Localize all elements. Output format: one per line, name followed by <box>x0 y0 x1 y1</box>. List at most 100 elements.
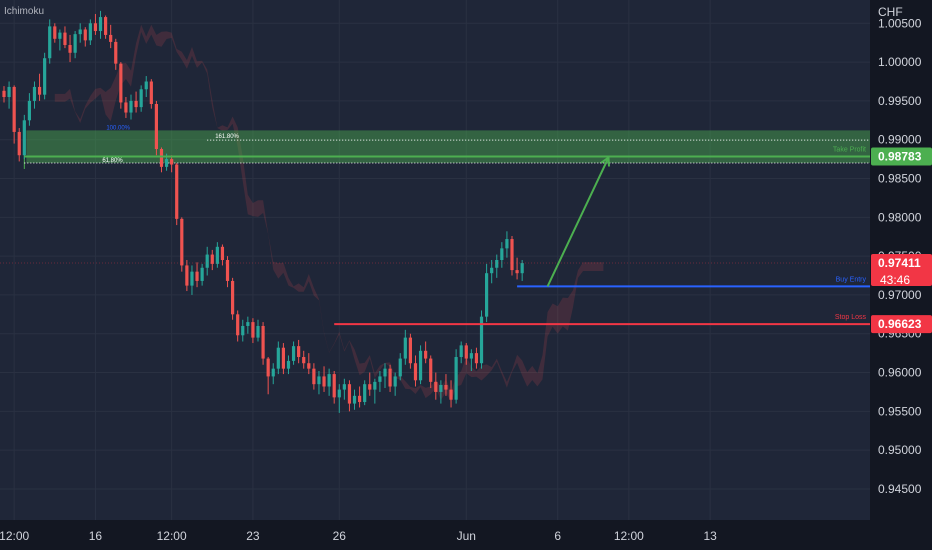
candle-body <box>12 86 16 132</box>
candle-body <box>332 374 336 398</box>
candle-body <box>220 246 225 260</box>
candle-body <box>7 86 11 98</box>
candle-body <box>459 345 463 358</box>
candle-body <box>246 322 250 326</box>
candle-body <box>505 239 509 249</box>
candle-body <box>373 381 377 390</box>
price-tick-label: 0.97000 <box>878 288 922 302</box>
time-tick-label: 12:00 <box>614 529 644 543</box>
candle-body <box>48 26 52 59</box>
candle-body <box>98 17 103 32</box>
candle-body <box>327 374 331 387</box>
time-tick-label: 26 <box>333 529 347 543</box>
candle-body <box>27 100 31 121</box>
candle-body <box>175 164 179 219</box>
candle-body <box>32 86 37 101</box>
candle-body <box>185 265 189 286</box>
candle-body <box>363 384 367 403</box>
candle-body <box>469 353 473 359</box>
stop-loss-badge-value: 0.96623 <box>878 317 922 331</box>
candle-body <box>383 368 387 377</box>
candle-body <box>464 345 468 359</box>
target-arrow-line <box>546 157 610 287</box>
candle-body <box>134 100 138 108</box>
candle-body <box>109 34 113 42</box>
candle-body <box>510 239 514 271</box>
candle-body <box>200 267 204 281</box>
candle-body <box>368 384 372 390</box>
candle-body <box>490 267 494 274</box>
candle-body <box>58 32 62 39</box>
grid-lines <box>0 0 870 520</box>
candle-body <box>139 89 143 108</box>
price-badges: 0.98783 0.96623 0.97411 43:46 <box>871 147 932 334</box>
time-tick-label: Jun <box>457 529 476 543</box>
fib-161-label: 161.80% <box>215 134 239 140</box>
time-tick-label: 23 <box>246 529 260 543</box>
candle-body <box>352 395 357 404</box>
target-arrow-head <box>600 155 610 167</box>
candle-body <box>225 260 230 281</box>
take-profit-badge-box <box>871 147 932 166</box>
candle-body <box>170 159 174 165</box>
candle-body <box>43 58 47 95</box>
time-axis[interactable]: 12:00 16 12:00 23 26 Jun 6 12:00 13 <box>0 529 717 543</box>
fib-zone-fill <box>26 130 870 163</box>
last-price-badge-value: 0.97411 <box>878 256 921 270</box>
candle-body <box>261 325 265 359</box>
candle-body <box>129 100 133 113</box>
candle-body <box>500 248 504 260</box>
candle-body <box>251 322 255 338</box>
stop-loss-label: Stop Loss <box>835 314 867 321</box>
candle-body <box>378 376 382 382</box>
candle-body <box>317 376 321 385</box>
candlestick-series[interactable] <box>2 10 524 413</box>
candle-body <box>73 34 77 53</box>
candle-body <box>271 368 275 377</box>
buy-entry-label: Buy Entry <box>836 276 867 283</box>
candle-body <box>403 337 407 359</box>
candle-body <box>434 381 438 392</box>
candle-body <box>393 376 397 387</box>
fib-61-label: 61.80% <box>102 158 123 164</box>
candle-body <box>388 368 392 387</box>
time-tick-label: 6 <box>554 529 561 543</box>
candle-body <box>266 358 270 377</box>
candle-body <box>439 384 443 392</box>
price-tick-label: 0.96000 <box>878 366 922 380</box>
candle-body <box>119 63 123 103</box>
candle-body <box>241 325 245 336</box>
candle-body <box>104 17 108 35</box>
candle-body <box>358 395 362 403</box>
fib-zone: 161.80% 61.80% 100.00% <box>23 125 870 169</box>
candle-body <box>291 346 296 361</box>
price-tick-label: 1.00500 <box>878 16 922 30</box>
price-tick-label: 0.99000 <box>878 133 922 147</box>
price-tick-label: 1.00000 <box>878 55 922 69</box>
time-tick-label: 13 <box>703 529 717 543</box>
candle-body <box>424 350 428 359</box>
candle-body <box>114 41 118 64</box>
currency-label: CHF <box>878 5 903 19</box>
candle-body <box>281 347 285 369</box>
candle-body <box>342 384 346 390</box>
candle-body <box>93 23 98 32</box>
candle-body <box>205 254 209 268</box>
candle-body <box>37 86 42 95</box>
candle-body <box>312 368 316 385</box>
candle-body <box>88 23 92 41</box>
candle-body <box>63 32 67 46</box>
candle-body <box>195 271 199 281</box>
candle-body <box>449 389 453 400</box>
candle-body <box>180 218 184 266</box>
last-price-badge-box <box>871 254 932 287</box>
candle-body <box>398 358 402 377</box>
candle-body <box>444 384 448 390</box>
stop-loss-badge-box <box>871 315 932 334</box>
time-tick-label: 12:00 <box>0 529 29 543</box>
candle-body <box>68 45 72 53</box>
price-tick-label: 0.99500 <box>878 94 922 108</box>
candle-body <box>149 81 153 104</box>
candle-body <box>144 81 148 90</box>
